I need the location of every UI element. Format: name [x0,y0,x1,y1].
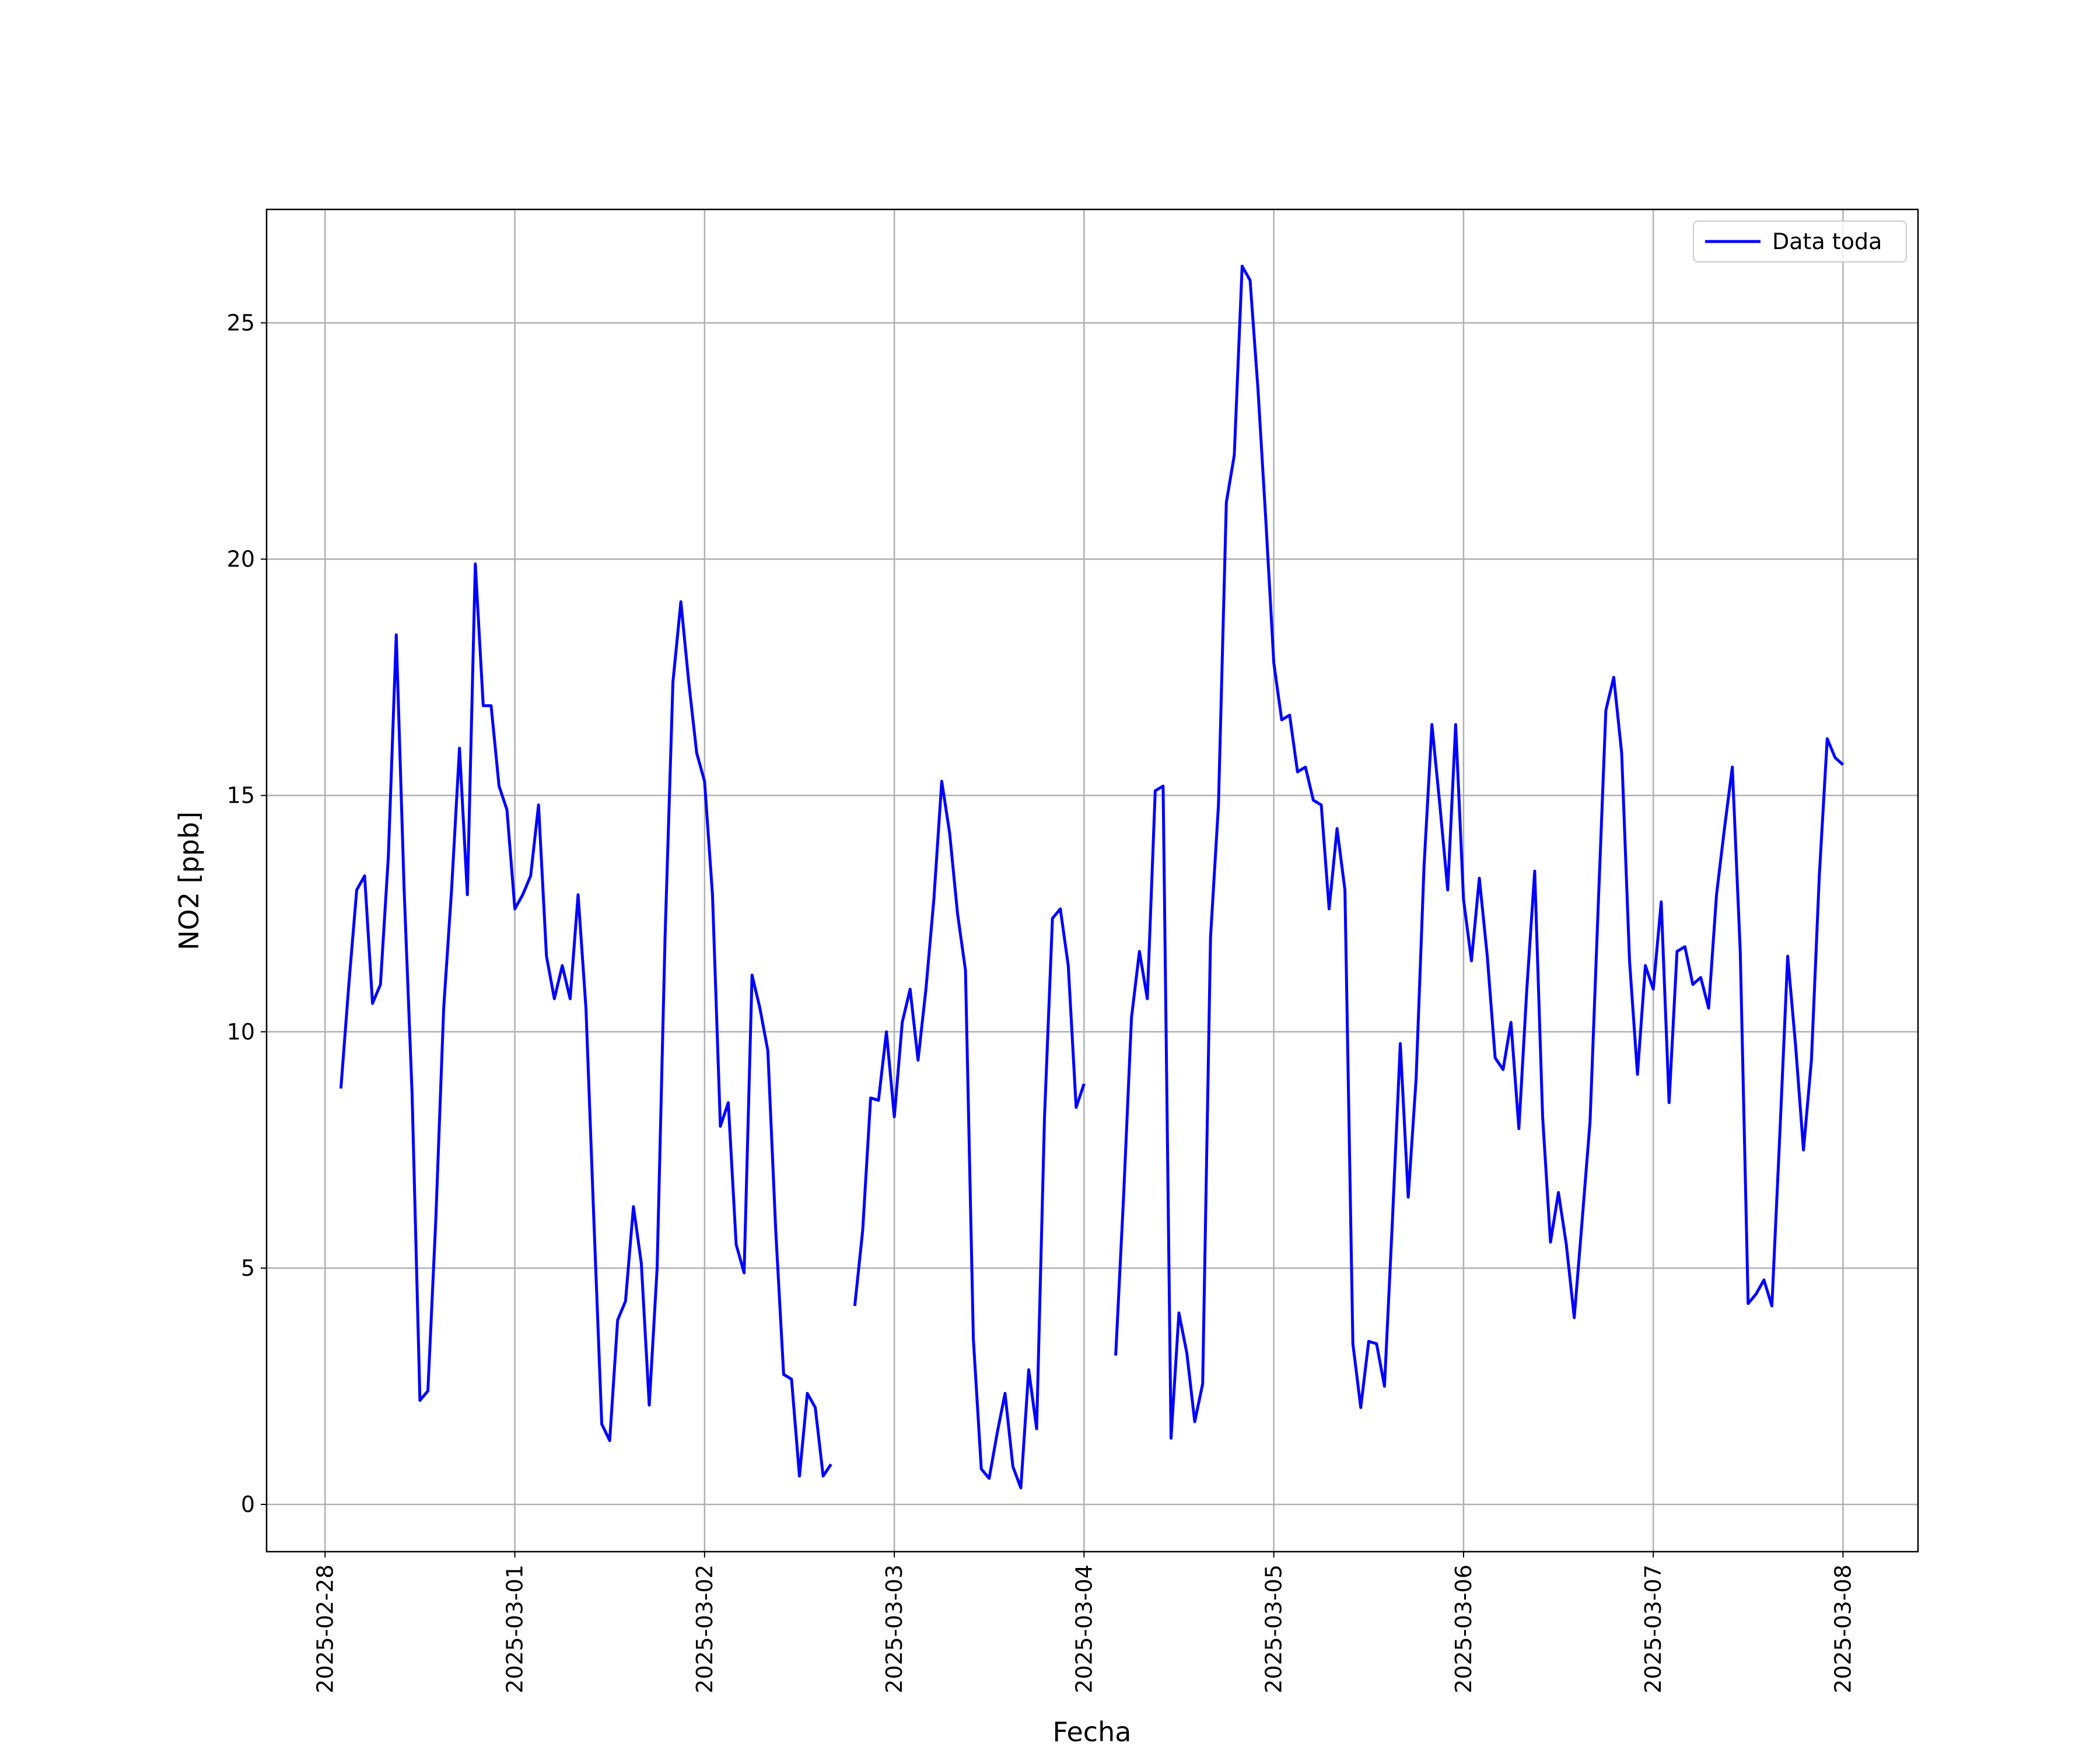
y-tick-label: 10 [227,1019,255,1045]
x-axis-label: Fecha [1053,1716,1132,1748]
y-tick-label: 25 [227,310,255,335]
x-tick-label: 2025-03-05 [1261,1564,1287,1693]
data-line [339,264,1845,1490]
y-tick-label: 15 [227,783,255,808]
y-axis-label: NO2 [ppb] [173,811,205,950]
x-tick-label: 2025-03-08 [1830,1564,1856,1693]
x-tick-label: 2025-03-04 [1071,1564,1097,1693]
x-tick-label: 2025-03-06 [1451,1564,1476,1693]
x-tick-label: 2025-03-03 [881,1564,907,1693]
x-tick-label: 2025-03-07 [1640,1564,1666,1693]
legend-box [1693,220,1907,262]
y-tick-label: 0 [241,1492,255,1517]
plot-frame [265,208,1919,1553]
x-tick-label: 2025-03-02 [692,1564,718,1693]
x-tick-label: 2025-03-01 [502,1564,528,1693]
x-tick-label: 2025-02-28 [312,1564,338,1693]
y-tick-label: 5 [241,1255,255,1281]
y-tick-label: 20 [227,547,255,572]
legend-label: Data toda [1772,229,1882,254]
